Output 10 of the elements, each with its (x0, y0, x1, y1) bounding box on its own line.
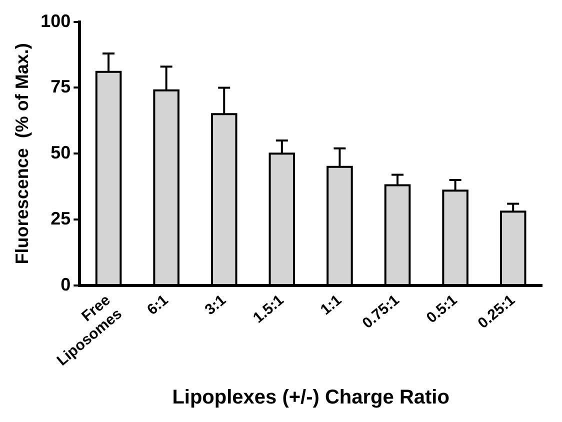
x-tick-label: 3:1 (202, 292, 230, 319)
y-tick-label: 75 (50, 76, 71, 97)
y-tick-label: 50 (50, 142, 71, 163)
y-tick-label: 0 (60, 274, 71, 294)
x-axis-title: Lipoplexes (+/-) Charge Ratio (172, 386, 450, 409)
y-tick-label: 25 (50, 208, 71, 229)
y-tick-label: 100 (40, 10, 71, 31)
x-tick-label: 6:1 (144, 292, 172, 319)
x-tick-label: 1:1 (317, 292, 345, 319)
y-axis-title: Fluorescence (% of Max.) (12, 43, 32, 264)
